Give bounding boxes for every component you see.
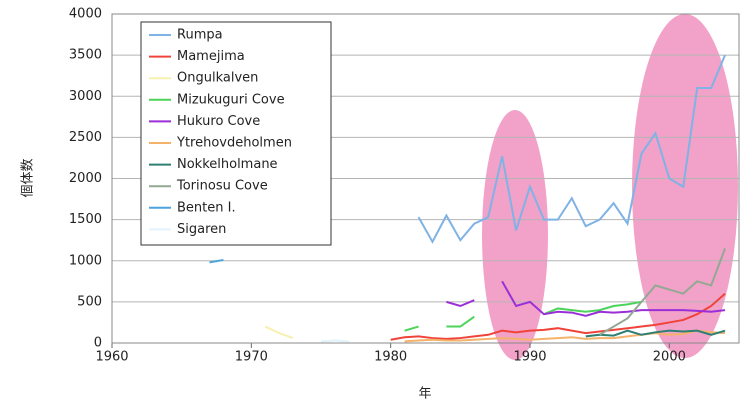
y-tick-label: 500 (77, 294, 102, 309)
legend-label: Mizukuguri Cove (177, 92, 285, 107)
x-axis-label: 年 (418, 387, 431, 402)
y-tick-label: 3000 (69, 89, 102, 104)
legend-label: Sigaren (177, 222, 226, 237)
highlight (482, 110, 548, 360)
x-tick-label: 1980 (374, 350, 407, 365)
y-tick-label: 1000 (69, 253, 102, 268)
legend-label: Rumpa (177, 28, 223, 43)
legend-label: Nokkelholmane (177, 157, 278, 172)
x-tick-label: 1970 (235, 350, 268, 365)
highlight (632, 14, 738, 358)
y-tick-label: 2500 (69, 130, 102, 145)
chart: 個体数 年 0 500 1000 1500 2000 2500 3000 3500 4000 19… (0, 0, 754, 403)
legend-label: Torinosu Cove (176, 179, 268, 194)
legend-label: Benten I. (177, 200, 236, 215)
y-tick-label: 4000 (69, 7, 102, 22)
series-line (265, 327, 363, 339)
x-tick-label: 1960 (95, 350, 128, 365)
legend-label: Ongulkalven (177, 71, 258, 86)
x-tick-label: 2000 (653, 350, 686, 365)
legend-label: Hukuro Cove (177, 114, 260, 129)
legend-label: Ytrehovdeholmen (176, 136, 292, 151)
y-tick-label: 2000 (69, 171, 102, 186)
y-tick-label: 1500 (69, 212, 102, 227)
y-tick-label: 3500 (69, 48, 102, 63)
y-tick-label: 0 (94, 336, 102, 351)
x-tick-label: 1990 (513, 350, 546, 365)
legend-label: Mamejima (177, 49, 245, 64)
series-line (321, 341, 349, 342)
y-axis-label: 個体数 (21, 158, 36, 197)
